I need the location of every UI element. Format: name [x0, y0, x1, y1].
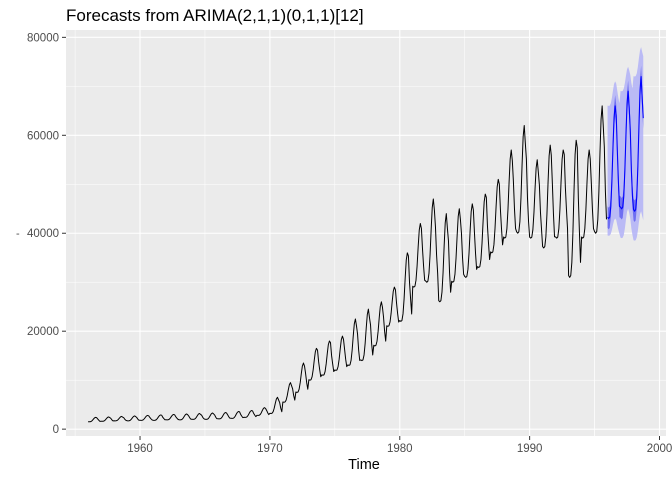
history-series-line: [88, 105, 607, 423]
x-tick-label: 1980: [387, 443, 413, 455]
chart-title: Forecasts from ARIMA(2,1,1)(0,1,1)[12]: [66, 6, 364, 25]
x-tick-label: 1970: [257, 443, 283, 455]
y-tick-label: 40000: [27, 228, 59, 240]
x-axis: 1960 1970 1980 1990 2000: [127, 436, 672, 455]
y-tick-label: 0: [53, 424, 59, 436]
series-lines: [88, 75, 644, 423]
x-tick-label: 2000: [647, 443, 672, 455]
x-tick-label: 1960: [127, 443, 153, 455]
y-axis: 0 20000 40000 60000 80000: [27, 32, 66, 436]
x-axis-title: Time: [348, 457, 380, 473]
stray-label: -: [16, 228, 20, 240]
x-tick-label: 1990: [517, 443, 543, 455]
y-tick-label: 60000: [27, 130, 59, 142]
y-tick-label: 80000: [27, 32, 59, 44]
y-tick-label: 20000: [27, 326, 59, 338]
forecast-series-line: [607, 75, 644, 220]
